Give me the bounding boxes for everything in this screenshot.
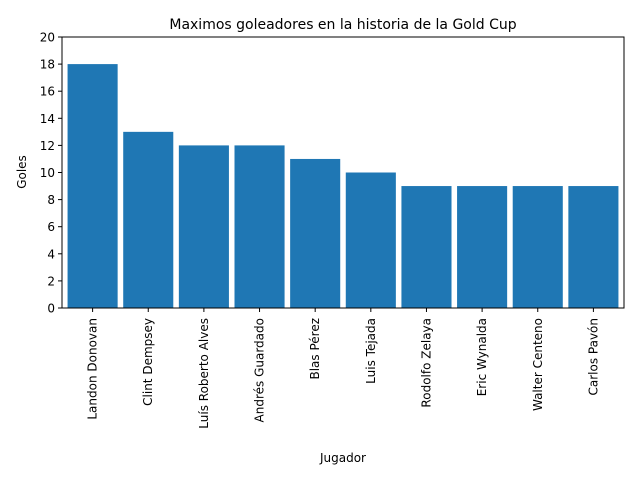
y-tick-label: 8 [47,193,55,207]
x-axis-label: Jugador [319,451,366,465]
y-tick-label: 10 [40,166,55,180]
y-tick-label: 14 [40,112,55,126]
bar-2 [178,145,229,308]
y-tick-label: 18 [40,58,55,72]
y-axis: 0 2 4 6 8 10 12 14 16 18 20 [40,31,62,316]
bar-7 [457,186,508,308]
x-tick-label: Luís Roberto Alves [197,318,211,429]
x-tick-label: Clint Dempsey [141,318,155,406]
x-tick-label: Carlos Pavón [586,318,600,396]
x-tick-label: Eric Wynalda [475,318,489,396]
bar-8 [512,186,563,308]
y-tick-label: 6 [47,220,55,234]
x-tick-label: Andrés Guardado [253,318,267,422]
bar-6 [401,186,452,308]
plot-frame [61,36,625,309]
y-tick-label: 20 [40,31,55,45]
y-tick-label: 0 [47,302,55,316]
bar-1 [123,131,174,308]
bar-9 [568,186,619,308]
chart-title: Maximos goleadores en la historia de la … [169,17,516,33]
x-tick-label: Luis Tejada [364,318,378,384]
y-tick-label: 2 [47,274,55,288]
x-tick-label: Walter Centeno [531,318,545,411]
x-axis: Landon Donovan Clint Dempsey Luís Roberto … [86,308,600,429]
x-tick-label: Blas Pérez [308,318,322,380]
bar-3 [234,145,285,308]
bars-group [67,64,619,308]
x-tick-label: Landon Donovan [86,318,100,420]
y-tick-label: 16 [40,85,55,99]
bar-0 [67,64,118,308]
bar-5 [345,172,396,308]
y-axis-label: Goles [15,155,29,189]
y-tick-label: 12 [40,139,55,153]
y-tick-label: 4 [47,247,55,261]
x-tick-label: Rodolfo Zelaya [419,318,433,408]
bar-4 [290,158,341,308]
